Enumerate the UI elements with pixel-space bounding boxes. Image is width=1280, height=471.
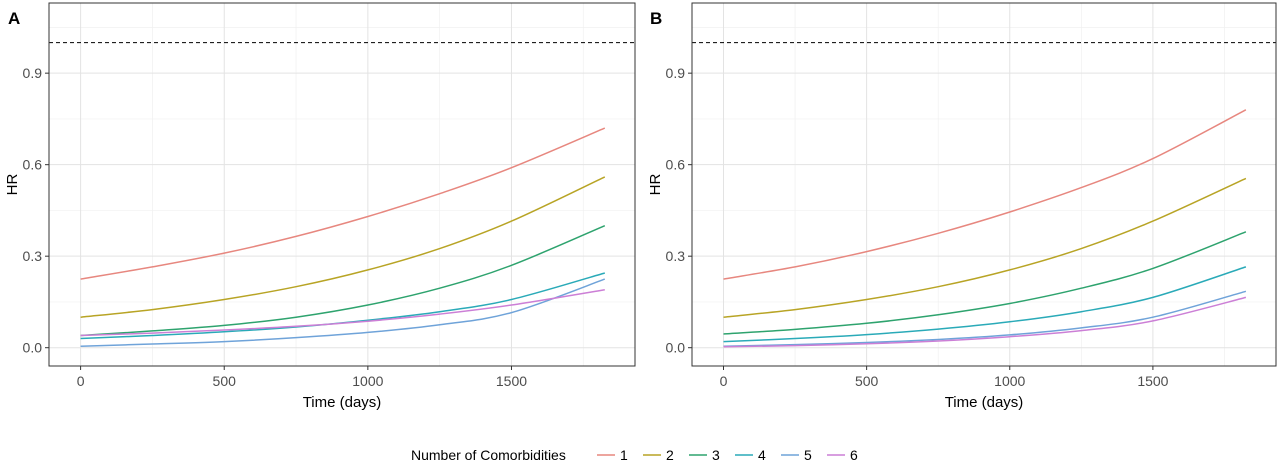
series-line-4: [723, 266, 1247, 343]
x-tick-label: 1500: [1137, 373, 1168, 389]
panel-a: 0 500 1000 1500 0.0 0.3 0.6 0.9 Time (days) HR A: [4, 2, 636, 411]
legend-title: Number of Comorbidities: [411, 447, 566, 463]
x-tick-label: 0: [77, 373, 85, 389]
y-tick-label: 0.3: [666, 248, 686, 264]
legend-label-4: 4: [758, 447, 766, 463]
x-tick-label: 500: [855, 373, 879, 389]
x-axis-title: Time (days): [945, 394, 1024, 411]
legend-label-5: 5: [804, 447, 812, 463]
legend-label-2: 2: [666, 447, 674, 463]
y-tick-label: 0.0: [23, 340, 43, 356]
y-tick-label: 0.9: [23, 65, 43, 81]
series-line-6: [723, 296, 1247, 348]
series-line-2: [723, 177, 1247, 318]
series-line-1: [80, 127, 606, 280]
y-tick-label: 0.6: [666, 157, 686, 173]
y-axis-title: HR: [647, 174, 664, 196]
legend-label-1: 1: [620, 447, 628, 463]
panel-border: [691, 2, 1277, 367]
legend-label-6: 6: [850, 447, 858, 463]
panel-border: [48, 2, 636, 367]
series-line-2: [80, 176, 606, 318]
panel-label: A: [8, 9, 20, 28]
y-tick-label: 0.0: [666, 340, 686, 356]
x-tick-label: 500: [213, 373, 237, 389]
y-axis-title: HR: [4, 174, 21, 196]
series-line-5: [80, 278, 606, 347]
y-tick-label: 0.9: [666, 65, 686, 81]
y-tick-label: 0.6: [23, 157, 43, 173]
x-tick-label: 0: [720, 373, 728, 389]
y-tick-label: 0.3: [23, 248, 43, 264]
series-line-3: [723, 231, 1247, 335]
plot-background: [692, 3, 1276, 366]
series-line-3: [80, 225, 606, 337]
x-tick-label: 1500: [496, 373, 527, 389]
series-line-6: [80, 288, 605, 337]
legend-label-3: 3: [712, 447, 720, 463]
x-tick-label: 1000: [352, 373, 383, 389]
panel-b: 0 500 1000 1500 0.0 0.3 0.6 0.9 Time (days) HR B: [647, 2, 1277, 411]
x-tick-label: 1000: [994, 373, 1025, 389]
series-line-1: [723, 109, 1247, 280]
plot-background: [49, 3, 635, 366]
panel-label: B: [650, 9, 662, 28]
legend: Number of Comorbidities 1 2 3 4 5 6: [411, 447, 858, 463]
x-axis-title: Time (days): [303, 394, 382, 411]
series-line-5: [723, 290, 1247, 347]
